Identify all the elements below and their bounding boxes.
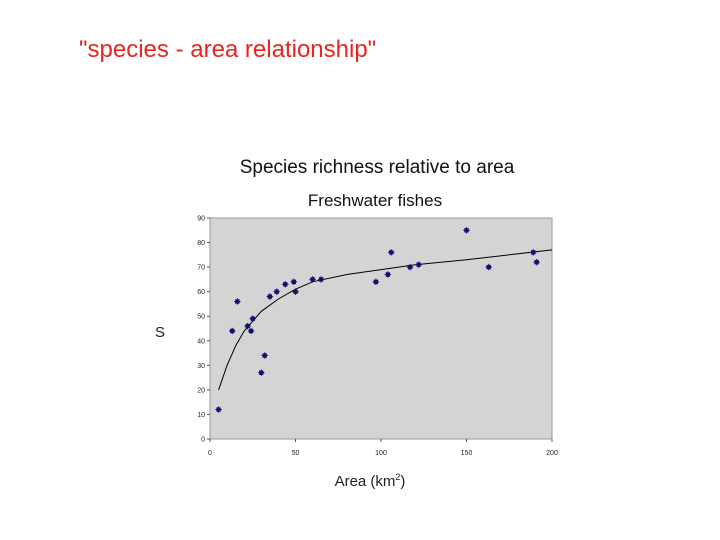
data-point [388,249,395,256]
chart-title: Species richness relative to area [240,157,515,178]
data-point [384,271,392,278]
x-axis-label-suffix: ) [400,473,405,490]
data-point [406,263,414,271]
data-point [266,293,274,300]
y-tick-label: 60 [197,289,205,296]
y-tick-label: 20 [197,387,205,394]
data-point [261,352,268,359]
y-tick-label: 50 [197,314,205,321]
data-point [282,281,289,288]
x-tick-label: 200 [546,450,558,457]
x-axis-label-superscript: 2 [395,472,400,482]
data-point [463,227,470,234]
data-point [258,369,265,376]
y-tick-label: 10 [197,412,205,419]
data-point [215,406,222,413]
data-point [529,249,537,256]
x-tick-label: 50 [292,450,300,457]
data-point [372,278,380,286]
y-tick-label: 90 [197,216,205,223]
data-point [229,327,236,335]
data-point [234,298,241,305]
slide-title: "species - area relationship" [79,36,377,63]
data-point [415,261,422,268]
data-point [309,276,316,283]
data-points-layer [215,227,540,413]
data-point [249,315,256,322]
y-axis-ticks: 0 10 20 30 40 50 60 70 80 90 [197,216,210,444]
y-tick-label: 30 [197,363,205,370]
y-axis-label: S [155,324,165,341]
data-point [292,288,299,295]
data-point [244,322,251,330]
y-tick-label: 40 [197,338,205,345]
x-tick-label: 0 [208,450,212,457]
data-point [247,327,255,335]
x-tick-label: 150 [461,450,473,457]
trend-curve-layer [218,249,553,391]
plot-area [209,217,553,440]
data-point [317,276,325,283]
y-tick-label: 0 [201,437,205,444]
data-point [290,278,297,286]
x-tick-label: 100 [375,450,387,457]
x-axis-label: Area (km2) [335,472,406,490]
x-axis-ticks: 0 50 100 150 200 [208,439,558,457]
data-point [485,263,492,271]
data-point [533,259,540,266]
trend-curve [218,249,553,391]
y-tick-label: 70 [197,265,205,272]
chart-subtitle: Freshwater fishes [308,191,442,210]
data-point [273,288,280,295]
y-tick-label: 80 [197,240,205,247]
x-axis-label-main: Area (km [335,473,396,490]
